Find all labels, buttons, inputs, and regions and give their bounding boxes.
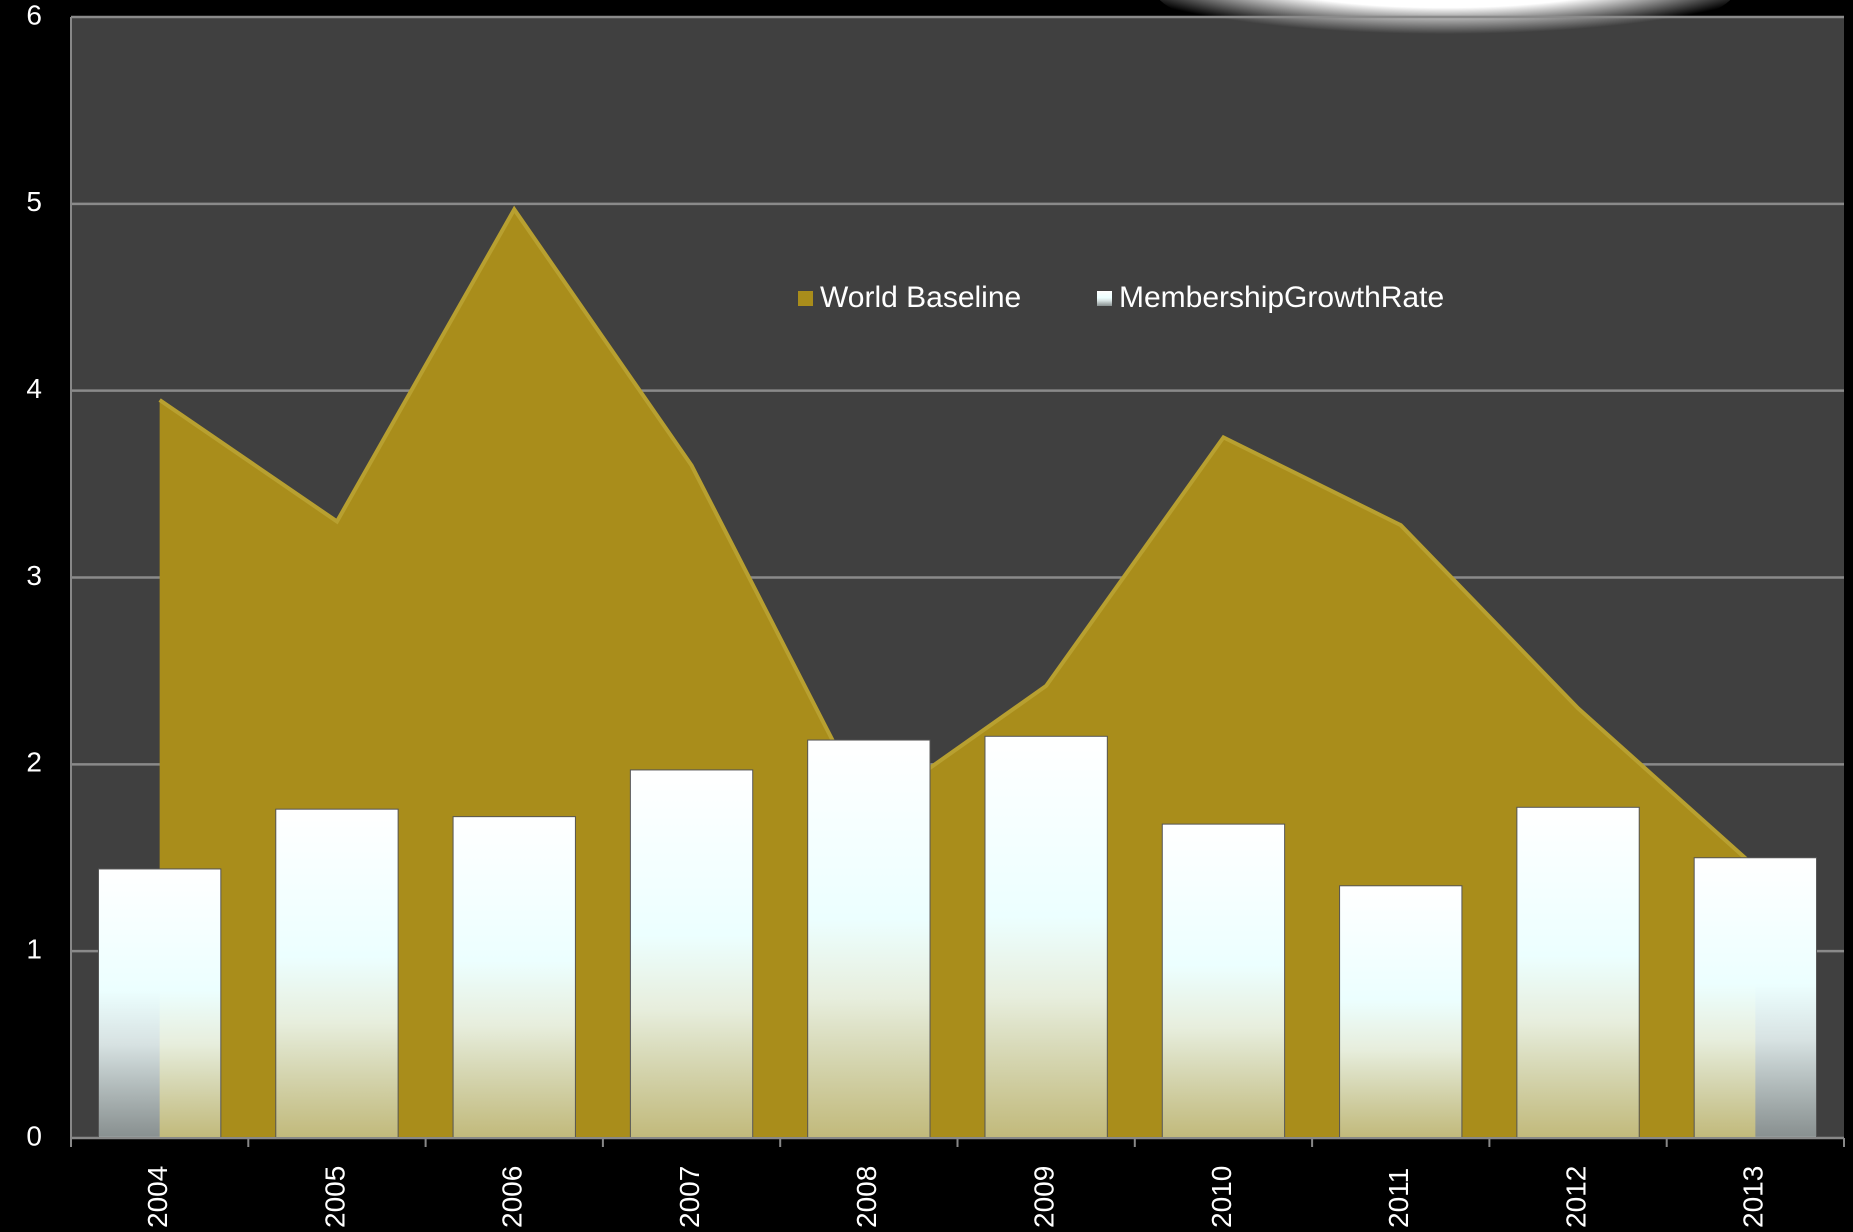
legend-swatch xyxy=(798,291,813,306)
x-tick-label: 2011 xyxy=(1383,1168,1414,1228)
legend-label: World Baseline xyxy=(820,281,1021,314)
x-tick-label: 2005 xyxy=(319,1166,350,1228)
y-tick-label: 1 xyxy=(26,934,42,965)
bar xyxy=(1693,857,1818,1139)
y-tick-label: 6 xyxy=(26,0,42,30)
x-tick-label: 2004 xyxy=(142,1166,173,1228)
y-tick-label: 2 xyxy=(26,747,42,778)
bar xyxy=(1161,823,1286,1139)
bar xyxy=(1339,885,1463,1139)
x-tick-label: 2008 xyxy=(851,1166,882,1228)
area-line xyxy=(158,205,1757,869)
labels: 0 1 2 3 4 5 6 2004 2005 2006 2007 2008 2009 2010 2011 2… xyxy=(26,0,1845,1228)
x-tick-label: 2012 xyxy=(1560,1166,1591,1228)
marks xyxy=(97,205,1818,1139)
y-tick-label: 4 xyxy=(26,373,42,404)
x-tick-label: 2010 xyxy=(1206,1166,1237,1228)
y-tick-label: 0 xyxy=(26,1120,42,1151)
bar xyxy=(629,769,754,1139)
decoration xyxy=(1159,0,1731,45)
bar xyxy=(452,816,576,1139)
x-tick-label: 2007 xyxy=(674,1166,705,1228)
bar xyxy=(275,808,399,1139)
x-tick-label: 2006 xyxy=(497,1166,528,1228)
y-tick-label: 3 xyxy=(26,560,42,591)
bar xyxy=(984,735,1108,1139)
bar xyxy=(1516,806,1640,1139)
legend-swatch xyxy=(1097,291,1112,306)
y-tick-label: 5 xyxy=(26,186,42,217)
legend-label: MembershipGrowthRate xyxy=(1119,281,1444,314)
bar xyxy=(97,868,222,1139)
bar xyxy=(807,739,931,1139)
x-tick-label: 2013 xyxy=(1738,1166,1769,1228)
x-tick-label: 2009 xyxy=(1029,1166,1060,1228)
